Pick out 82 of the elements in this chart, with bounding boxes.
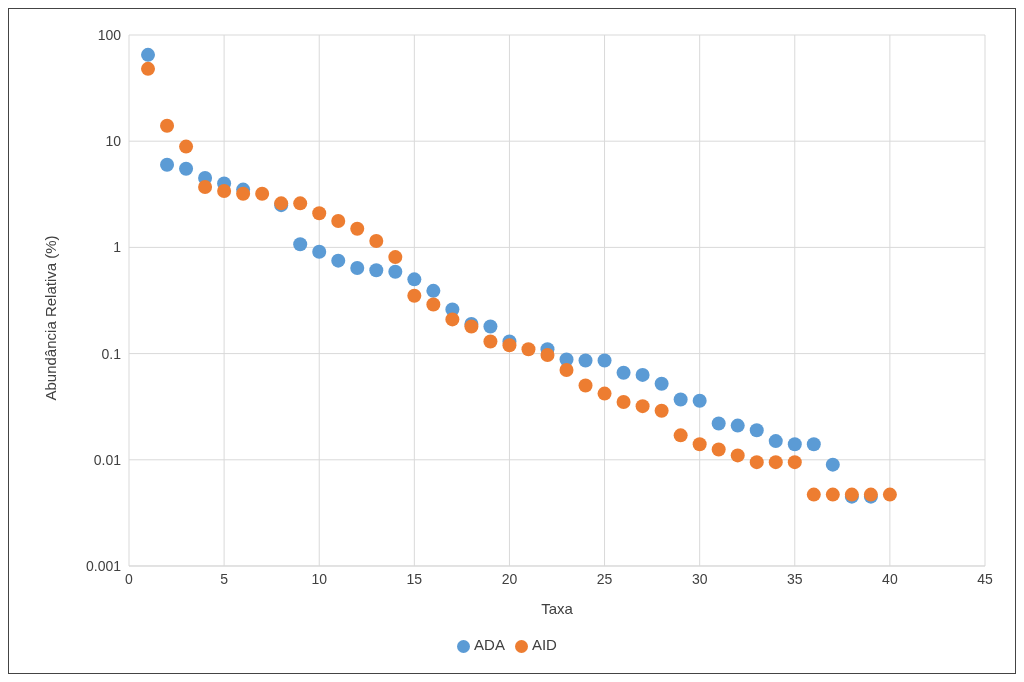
point xyxy=(388,250,403,265)
point xyxy=(293,196,308,211)
point xyxy=(236,186,251,201)
point xyxy=(654,403,669,418)
point xyxy=(711,416,726,431)
point xyxy=(426,283,441,298)
point xyxy=(787,437,802,452)
y-tick-label: 0.01 xyxy=(93,451,122,468)
point xyxy=(502,338,517,353)
point xyxy=(217,183,232,198)
point xyxy=(882,487,897,502)
point xyxy=(312,244,327,259)
point xyxy=(806,487,821,502)
point xyxy=(578,378,593,393)
x-tick-label: 25 xyxy=(596,570,613,587)
point xyxy=(768,455,783,470)
x-tick-label: 0 xyxy=(125,570,134,587)
point xyxy=(179,161,194,176)
point xyxy=(160,157,175,172)
point xyxy=(787,455,802,470)
point xyxy=(445,312,460,327)
point xyxy=(578,353,593,368)
point xyxy=(179,139,194,154)
point xyxy=(293,237,308,252)
point xyxy=(825,487,840,502)
x-tick-label: 30 xyxy=(691,570,708,587)
y-tick-label: 1 xyxy=(113,239,122,256)
point xyxy=(521,342,536,357)
point xyxy=(255,186,270,201)
point xyxy=(331,214,346,229)
y-tick-label: 0.1 xyxy=(101,345,122,362)
x-tick-label: 20 xyxy=(501,570,518,587)
point xyxy=(483,334,498,349)
legend-label: ADA xyxy=(474,636,505,653)
point xyxy=(749,423,764,438)
point xyxy=(407,288,422,303)
x-tick-label: 35 xyxy=(786,570,803,587)
point xyxy=(654,376,669,391)
point xyxy=(673,428,688,443)
point xyxy=(160,118,175,133)
point xyxy=(388,264,403,279)
point xyxy=(749,455,764,470)
point xyxy=(692,437,707,452)
point xyxy=(597,386,612,401)
x-tick-label: 10 xyxy=(311,570,328,587)
point xyxy=(711,442,726,457)
point xyxy=(825,457,840,472)
point xyxy=(350,260,365,275)
y-axis-title: Abundância Relativa (%) xyxy=(42,235,60,401)
point xyxy=(198,180,213,195)
x-tick-label: 40 xyxy=(882,570,898,587)
point xyxy=(559,363,574,378)
x-tick-label: 45 xyxy=(977,570,993,587)
legend-label: AID xyxy=(531,636,557,653)
point xyxy=(616,395,631,410)
point xyxy=(407,272,422,287)
point xyxy=(730,448,745,463)
point xyxy=(350,221,365,236)
point xyxy=(426,297,441,312)
y-tick-label: 100 xyxy=(97,26,122,43)
point xyxy=(540,348,555,363)
y-tick-label: 0.001 xyxy=(85,557,122,574)
x-axis-title: Taxa xyxy=(541,600,574,617)
point xyxy=(369,263,384,278)
point xyxy=(730,418,745,433)
point xyxy=(635,399,650,414)
point xyxy=(768,434,783,449)
x-tick-label: 15 xyxy=(406,570,423,587)
point xyxy=(369,233,384,248)
point xyxy=(806,437,821,452)
point xyxy=(483,319,498,334)
point xyxy=(141,61,156,76)
point xyxy=(692,393,707,408)
x-tick-label: 5 xyxy=(220,570,229,587)
point xyxy=(597,353,612,368)
point xyxy=(616,365,631,380)
y-tick-label: 10 xyxy=(105,133,122,150)
point xyxy=(141,47,156,62)
point xyxy=(635,367,650,382)
point xyxy=(673,392,688,407)
point xyxy=(312,206,327,221)
point xyxy=(331,253,346,268)
